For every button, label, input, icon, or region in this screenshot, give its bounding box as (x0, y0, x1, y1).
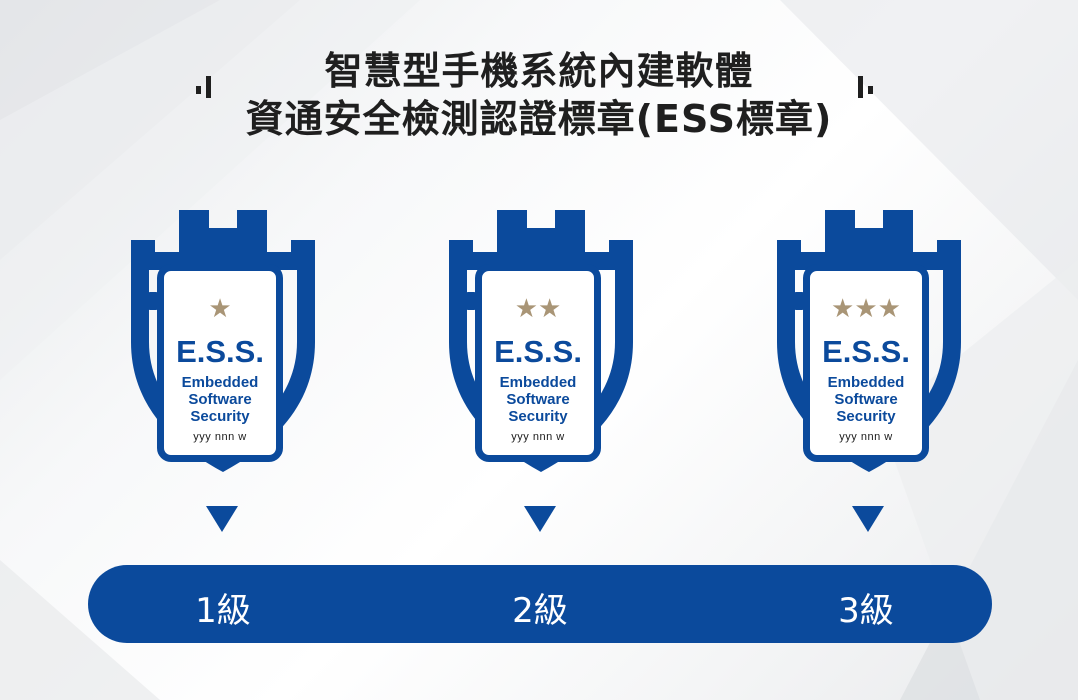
page-title-line-1: 智慧型手機系統內建軟體 (324, 49, 754, 93)
badge-code: yyy nnn w (839, 431, 893, 443)
badge-text-software: Software (188, 391, 252, 408)
triangle-down-icon (524, 506, 556, 532)
triangle-down-icon (852, 506, 884, 532)
badge-text-embedded: Embedded (499, 374, 577, 391)
ess-badge-level-2: ★★ E.S.S. Embedded Software Security yyy… (431, 200, 651, 480)
card-side-button (793, 292, 805, 310)
castle-shield-icon (777, 210, 961, 472)
castle-shield-icon (449, 210, 633, 472)
ess-badge-level-3: ★★★ E.S.S. Embedded Software Security yy… (759, 200, 979, 480)
signal-bars-icon (196, 76, 211, 98)
signal-bars-icon (858, 76, 873, 98)
level-label-1: 1級 (195, 591, 251, 631)
badge-code: yyy nnn w (511, 431, 565, 443)
phone-card (157, 264, 283, 462)
level-label-2: 2級 (512, 591, 568, 631)
ess-badge-level-1: ★ E.S.S. Embedded Software Security yyy … (113, 200, 333, 480)
triangle-down-icon (206, 506, 238, 532)
page-title-line-2: 資通安全檢測認證標章(ESS標章) (245, 97, 833, 141)
badge-text-embedded: Embedded (827, 374, 905, 391)
badge-text-embedded: Embedded (181, 374, 259, 391)
ess-mark: E.S.S. (176, 334, 264, 369)
badge-code: yyy nnn w (193, 431, 247, 443)
card-side-button (147, 292, 159, 310)
phone-card (803, 264, 929, 462)
rating-stars: ★★★ (831, 294, 901, 324)
rating-stars: ★★ (514, 294, 562, 324)
level-label-3: 3級 (838, 591, 894, 631)
phone-card (475, 264, 601, 462)
badge-text-security: Security (508, 408, 568, 425)
castle-shield-icon (131, 210, 315, 472)
rating-stars: ★ (208, 294, 232, 324)
badge-text-security: Security (836, 408, 896, 425)
level-bar (88, 565, 992, 643)
badge-text-security: Security (190, 408, 250, 425)
ess-mark: E.S.S. (494, 334, 582, 369)
ess-mark: E.S.S. (822, 334, 910, 369)
badge-text-software: Software (834, 391, 898, 408)
badge-text-software: Software (506, 391, 570, 408)
card-side-button (465, 292, 477, 310)
